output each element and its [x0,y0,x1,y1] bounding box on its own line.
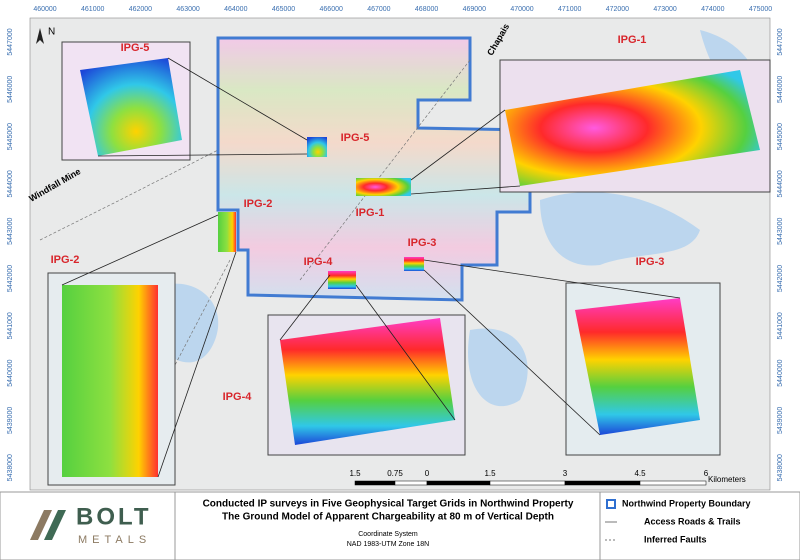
easting-label: 463000 [176,6,199,13]
inset-heatmap [80,58,182,156]
inset-heatmap [62,285,158,477]
lake [468,328,528,407]
inset-heatmap [280,318,455,445]
northing-label: 5438000 [7,454,14,481]
northing-label: 5440000 [7,359,14,386]
scale-tick-label: 4.5 [634,469,646,478]
inset-label: IPG-3 [636,256,665,268]
grid-patch [404,257,424,271]
easting-label: 466000 [320,6,343,13]
northing-label: 5446000 [777,76,784,103]
northing-label: 5442000 [7,265,14,292]
easting-label: 474000 [701,6,724,13]
easting-label: 467000 [367,6,390,13]
easting-label: 460000 [33,6,56,13]
logo-mark [30,510,66,540]
easting-label: 469000 [463,6,486,13]
northing-label: 5447000 [7,28,14,55]
scale-segment [426,480,491,486]
grid-label: IPG-4 [304,256,334,268]
scale-tick-label: 0 [425,469,430,478]
scale-tick-label: 0.75 [387,469,403,478]
easting-label: 468000 [415,6,438,13]
northing-label: 5441000 [777,312,784,339]
scale-segment [564,480,641,486]
scale-tick-label: 3 [563,469,568,478]
title: The Ground Model of Apparent Chargeabili… [222,512,554,523]
property-boundary [216,36,532,302]
lake [540,191,700,266]
coord-value: NAD 1983-UTM Zone 18N [347,541,429,548]
scale-segment [489,480,566,486]
northing-label: 5439000 [7,407,14,434]
northing-label: 5445000 [7,123,14,150]
easting-label: 473000 [653,6,676,13]
leader-lines [61,57,681,478]
inset-label: IPG-2 [51,254,80,266]
north-label: N [48,27,55,38]
inset-label: IPG-4 [223,391,253,403]
logo-name: BOLT [76,503,152,530]
inset-label: IPG-5 [121,42,150,54]
legend-swatch [606,499,616,509]
northing-label: 5442000 [777,265,784,292]
northing-label: 5445000 [777,123,784,150]
northing-label: 5447000 [777,28,784,55]
scale-segment [354,480,396,486]
grid-patch [307,137,327,157]
grid-label: IPG-5 [341,132,370,144]
footer [0,491,800,560]
grid-label: IPG-1 [356,207,385,219]
inset-label: IPG-1 [618,34,647,46]
easting-label: 472000 [606,6,629,13]
northing-label: 5444000 [7,170,14,197]
legend-label: Northwind Property Boundary [622,498,751,508]
scale-unit: Kilometers [708,475,746,484]
easting-label: 464000 [224,6,247,13]
grid-label: IPG-3 [408,237,437,249]
grid-patch [356,178,411,196]
grid-patch [218,212,236,252]
easting-label: 461000 [81,6,104,13]
logo-sub: METALS [78,534,151,546]
northing-label: 5438000 [777,454,784,481]
grid-label: IPG-2 [244,198,273,210]
inset-heatmap [505,70,760,186]
legend-label: Access Roads & Trails [644,516,741,526]
easting-label: 465000 [272,6,295,13]
scale-segment [394,480,428,486]
easting-label: 471000 [558,6,581,13]
northing-label: 5444000 [777,170,784,197]
northing-label: 5446000 [7,76,14,103]
northing-label: 5443000 [7,217,14,244]
scale-tick-label: 1.5 [484,469,496,478]
scale-tick-label: 6 [704,469,709,478]
easting-label: 462000 [129,6,152,13]
scale-segment [639,480,707,486]
northing-label: 5440000 [777,359,784,386]
title: Conducted IP surveys in Five Geophysical… [203,499,574,510]
scale-tick-label: 1.5 [349,469,361,478]
easting-label: 470000 [510,6,533,13]
northing-label: 5439000 [777,407,784,434]
northing-label: 5441000 [7,312,14,339]
northing-label: 5443000 [777,217,784,244]
north-arrow [36,28,44,44]
grid-patch [328,271,356,289]
easting-label: 475000 [749,6,772,13]
coord-heading: Coordinate System [358,531,418,538]
inset-heatmap [575,298,700,435]
legend-label: Inferred Faults [644,534,707,544]
